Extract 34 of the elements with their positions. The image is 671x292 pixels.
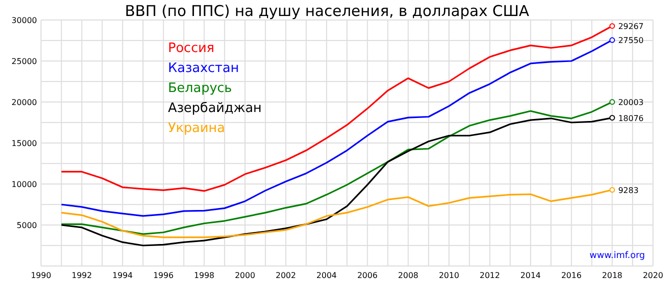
x-tick-label: 2002 — [276, 271, 296, 280]
data-label: 9283 — [618, 186, 639, 195]
data-label: 29267 — [618, 22, 644, 32]
x-tick-label: 2018 — [602, 271, 622, 280]
y-tick-label: 30000 — [12, 16, 37, 25]
chart-title: ВВП (по ППС) на душу населения, в долларах США — [124, 2, 530, 20]
data-label: 18076 — [618, 114, 644, 123]
data-label: 27550 — [618, 36, 644, 46]
x-tick-label: 1994 — [112, 271, 133, 280]
x-tick-label: 1992 — [72, 271, 92, 280]
y-tick-label: 10000 — [12, 180, 37, 189]
x-tick-label: 2014 — [520, 271, 541, 280]
x-tick-label: 2016 — [561, 271, 582, 280]
x-tick-label: 2012 — [480, 271, 500, 280]
text: Россия — [168, 41, 214, 56]
y-tick-label: 25000 — [12, 57, 37, 66]
text: Казахстан — [168, 61, 239, 76]
y-tick-label: 20000 — [12, 98, 37, 107]
text: Азербайджан — [168, 101, 262, 116]
x-tick-label: 1996 — [153, 271, 174, 280]
x-tick-label: 2010 — [438, 271, 460, 280]
y-tick-label: 15000 — [12, 139, 37, 148]
x-tick-label: 1990 — [30, 271, 52, 280]
x-tick-label: 2008 — [398, 271, 418, 280]
y-tick-label: 5000 — [16, 221, 37, 230]
x-tick-label: 2006 — [357, 271, 378, 280]
x-tick-label: 1998 — [194, 271, 214, 280]
x-tick-label: 2020 — [642, 271, 664, 280]
text: Украина — [168, 121, 225, 136]
annotation: www.imf.org — [589, 251, 645, 261]
x-tick-label: 2004 — [316, 271, 337, 280]
x-tick-label: 2000 — [234, 271, 256, 280]
text: Беларусь — [168, 81, 232, 96]
data-label: 20003 — [618, 98, 644, 107]
